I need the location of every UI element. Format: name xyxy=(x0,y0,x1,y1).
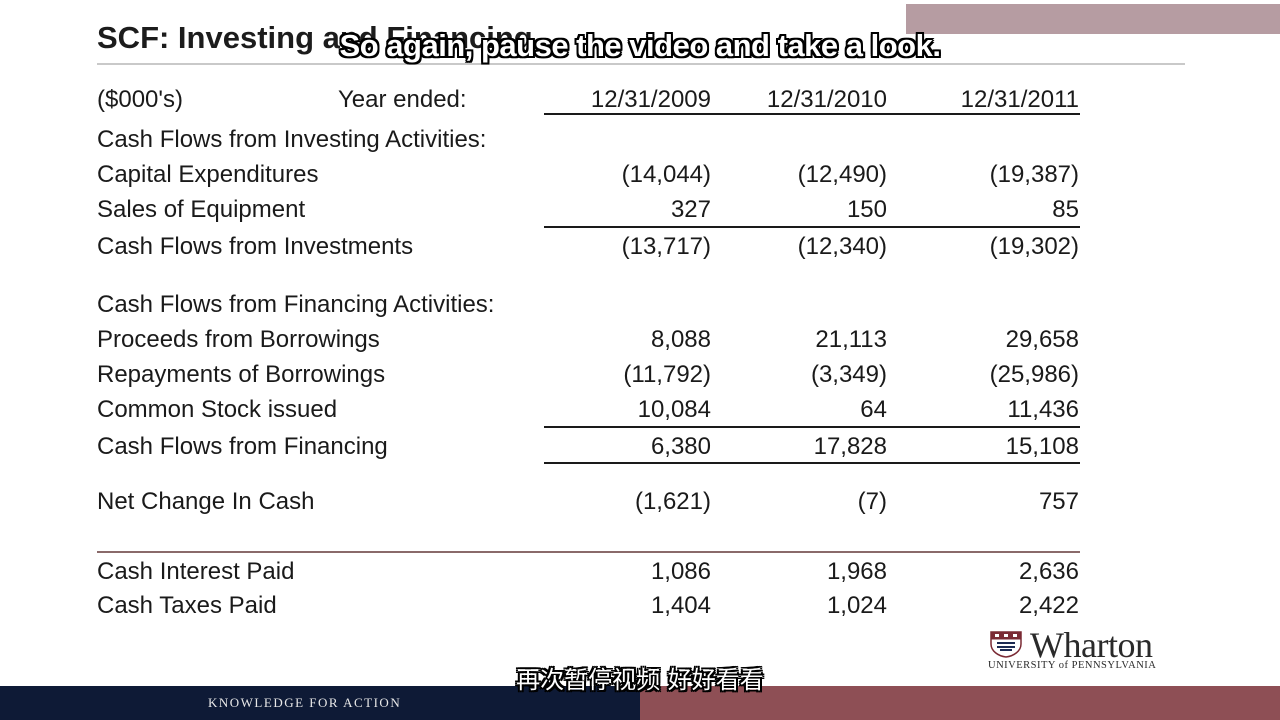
header-underline xyxy=(544,113,1080,115)
row-label-taxes: Cash Taxes Paid xyxy=(97,592,277,619)
footer-maroon-panel xyxy=(640,686,1280,720)
repayments-2009: (11,792) xyxy=(623,361,711,388)
proceeds-2010: 21,113 xyxy=(815,326,887,353)
column-header-2010: 12/31/2010 xyxy=(766,86,887,113)
financing-subtotal-rule xyxy=(544,426,1080,428)
repayments-2010: (3,349) xyxy=(810,361,887,388)
net-change-2010: (7) xyxy=(857,488,887,515)
interest-2009: 1,086 xyxy=(650,558,711,585)
slide-title: SCF: Investing and Financing xyxy=(97,20,533,55)
repayments-2011: (25,986) xyxy=(989,361,1079,388)
footer-navy-panel xyxy=(0,686,640,720)
net-change-2009: (1,621) xyxy=(634,488,711,515)
row-label-capex: Capital Expenditures xyxy=(97,161,319,188)
investments-total-2011: (19,302) xyxy=(989,233,1079,260)
sales-equipment-2010: 150 xyxy=(846,196,887,223)
investments-total-2009: (13,717) xyxy=(621,233,711,260)
taxes-2011: 2,422 xyxy=(1018,592,1079,619)
investing-section-header: Cash Flows from Investing Activities: xyxy=(97,126,487,153)
stock-2010: 64 xyxy=(860,396,887,423)
title-divider xyxy=(97,63,1185,65)
proceeds-2009: 8,088 xyxy=(650,326,711,353)
caption-overlay-box xyxy=(906,4,1280,34)
chinese-subtitle: 再次暂停视频 好好看看 xyxy=(516,666,764,694)
year-ended-label: Year ended: xyxy=(338,86,467,113)
wharton-logo-text: Wharton xyxy=(1030,625,1153,665)
footer-bar: KNOWLEDGE FOR ACTION xyxy=(0,686,1280,720)
wharton-shield-icon xyxy=(990,631,1022,658)
financing-total-2009: 6,380 xyxy=(650,433,711,460)
stock-2009: 10,084 xyxy=(637,396,711,423)
footer-tagline: KNOWLEDGE FOR ACTION xyxy=(208,695,402,710)
interest-2011: 2,636 xyxy=(1018,558,1079,585)
investments-total-2010: (12,340) xyxy=(797,233,887,260)
supplemental-divider xyxy=(97,551,1080,553)
stock-2011: 11,436 xyxy=(1007,396,1079,423)
wharton-logo-subtext: UNIVERSITY of PENNSYLVANIA xyxy=(988,660,1157,671)
taxes-2010: 1,024 xyxy=(826,592,887,619)
row-label-sales-equipment: Sales of Equipment xyxy=(97,196,306,223)
capex-2009: (14,044) xyxy=(621,161,711,188)
investing-subtotal-rule xyxy=(544,226,1080,228)
net-change-2011: 757 xyxy=(1038,488,1079,515)
row-label-stock: Common Stock issued xyxy=(97,396,338,423)
financing-total-rule xyxy=(544,462,1080,464)
row-label-interest: Cash Interest Paid xyxy=(97,558,295,585)
row-label-investments-total: Cash Flows from Investments xyxy=(97,233,414,260)
capex-2010: (12,490) xyxy=(797,161,887,188)
interest-2010: 1,968 xyxy=(826,558,887,585)
unit-label: ($000's) xyxy=(97,86,183,113)
financing-total-2011: 15,108 xyxy=(1005,433,1079,460)
sales-equipment-2011: 85 xyxy=(1052,196,1079,223)
column-header-2011: 12/31/2011 xyxy=(960,86,1079,113)
sales-equipment-2009: 327 xyxy=(670,196,711,223)
row-label-repayments: Repayments of Borrowings xyxy=(97,361,386,388)
capex-2011: (19,387) xyxy=(989,161,1079,188)
column-header-2009: 12/31/2009 xyxy=(590,86,711,113)
row-label-proceeds: Proceeds from Borrowings xyxy=(97,326,380,353)
row-label-net-change: Net Change In Cash xyxy=(97,488,315,515)
proceeds-2011: 29,658 xyxy=(1005,326,1079,353)
financing-section-header: Cash Flows from Financing Activities: xyxy=(97,291,495,318)
financing-total-2010: 17,828 xyxy=(813,433,887,460)
row-label-financing-total: Cash Flows from Financing xyxy=(97,433,388,460)
taxes-2009: 1,404 xyxy=(650,592,711,619)
english-subtitle: So again, pause the video and take a loo… xyxy=(339,28,941,63)
